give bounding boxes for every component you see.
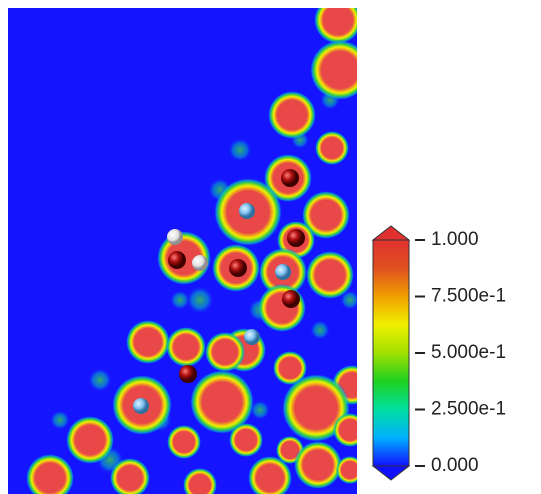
colorbar-tick-label: 1.000 <box>431 229 479 250</box>
colorbar-tick-label: 0.000 <box>431 455 479 476</box>
colorbar-body <box>373 240 409 466</box>
colorbar-tick-label: 5.000e-1 <box>431 342 506 363</box>
atom <box>281 169 299 187</box>
colorbar: 0.000 2.500e-1 5.000e-1 7.500e-1 1.000 <box>373 226 506 480</box>
atom <box>282 290 300 308</box>
density-blob <box>166 327 206 367</box>
figure: 0.000 2.500e-1 5.000e-1 7.500e-1 1.000 <box>0 0 541 494</box>
halo <box>88 368 112 392</box>
density-blob <box>315 131 349 165</box>
density-blob <box>66 416 114 464</box>
density-blob <box>167 425 201 459</box>
density-blob <box>205 332 245 372</box>
atom <box>275 264 291 280</box>
halo <box>228 138 252 162</box>
atom <box>239 203 255 219</box>
atom <box>179 365 197 383</box>
atom <box>192 255 208 271</box>
halo <box>186 286 214 314</box>
atom <box>244 329 260 345</box>
density-blob <box>336 456 364 484</box>
colorbar-tick-label: 2.500e-1 <box>431 399 506 420</box>
field-map <box>8 0 372 494</box>
colorbar-bottom <box>373 466 409 480</box>
density-blob <box>268 91 316 139</box>
density-blob <box>333 413 367 447</box>
atom <box>287 229 305 247</box>
density-blob <box>126 320 170 364</box>
density-blob <box>306 251 354 299</box>
density-blob <box>294 441 342 489</box>
colorbar-tick-label: 7.500e-1 <box>431 286 506 307</box>
atom <box>168 251 186 269</box>
density-blob <box>229 423 263 457</box>
atom <box>229 259 247 277</box>
colorbar-top <box>373 226 409 240</box>
atom <box>133 398 149 414</box>
density-blob <box>258 284 306 332</box>
density-blob <box>310 40 370 100</box>
halo <box>50 410 70 430</box>
atom <box>167 229 183 245</box>
halo <box>170 290 190 310</box>
halo <box>310 320 330 340</box>
